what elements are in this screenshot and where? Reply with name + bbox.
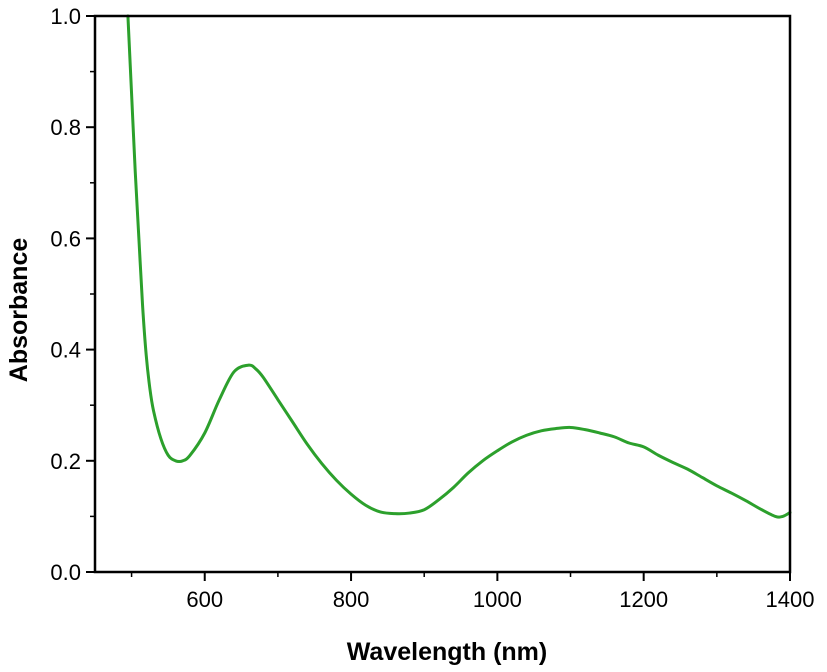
y-axis-title: Absorbance <box>5 238 33 383</box>
x-tick-label: 600 <box>186 587 223 612</box>
y-tick-label: 1.0 <box>50 4 81 29</box>
absorbance-series-line <box>126 14 792 519</box>
x-tick-label: 800 <box>333 587 370 612</box>
major-ticks <box>86 15 791 581</box>
y-tick-label: 0.6 <box>50 226 81 251</box>
y-tick-label: 0.4 <box>50 338 81 363</box>
x-tick-label: 1000 <box>473 587 522 612</box>
y-tick-label: 0.0 <box>50 560 81 585</box>
x-axis-title: Wavelength (nm) <box>347 638 547 666</box>
plot-frame <box>93 14 792 574</box>
x-tick-labels: 600 800 1000 1200 1400 <box>186 587 814 612</box>
series-layer <box>126 14 792 519</box>
x-tick-label: 1200 <box>619 587 668 612</box>
y-tick-labels: 0.0 0.2 0.4 0.6 0.8 1.0 <box>50 4 81 585</box>
y-tick-label: 0.2 <box>50 449 81 474</box>
x-tick-label: 1400 <box>766 587 815 612</box>
y-tick-label: 0.8 <box>50 115 81 140</box>
minor-ticks <box>90 70 718 577</box>
